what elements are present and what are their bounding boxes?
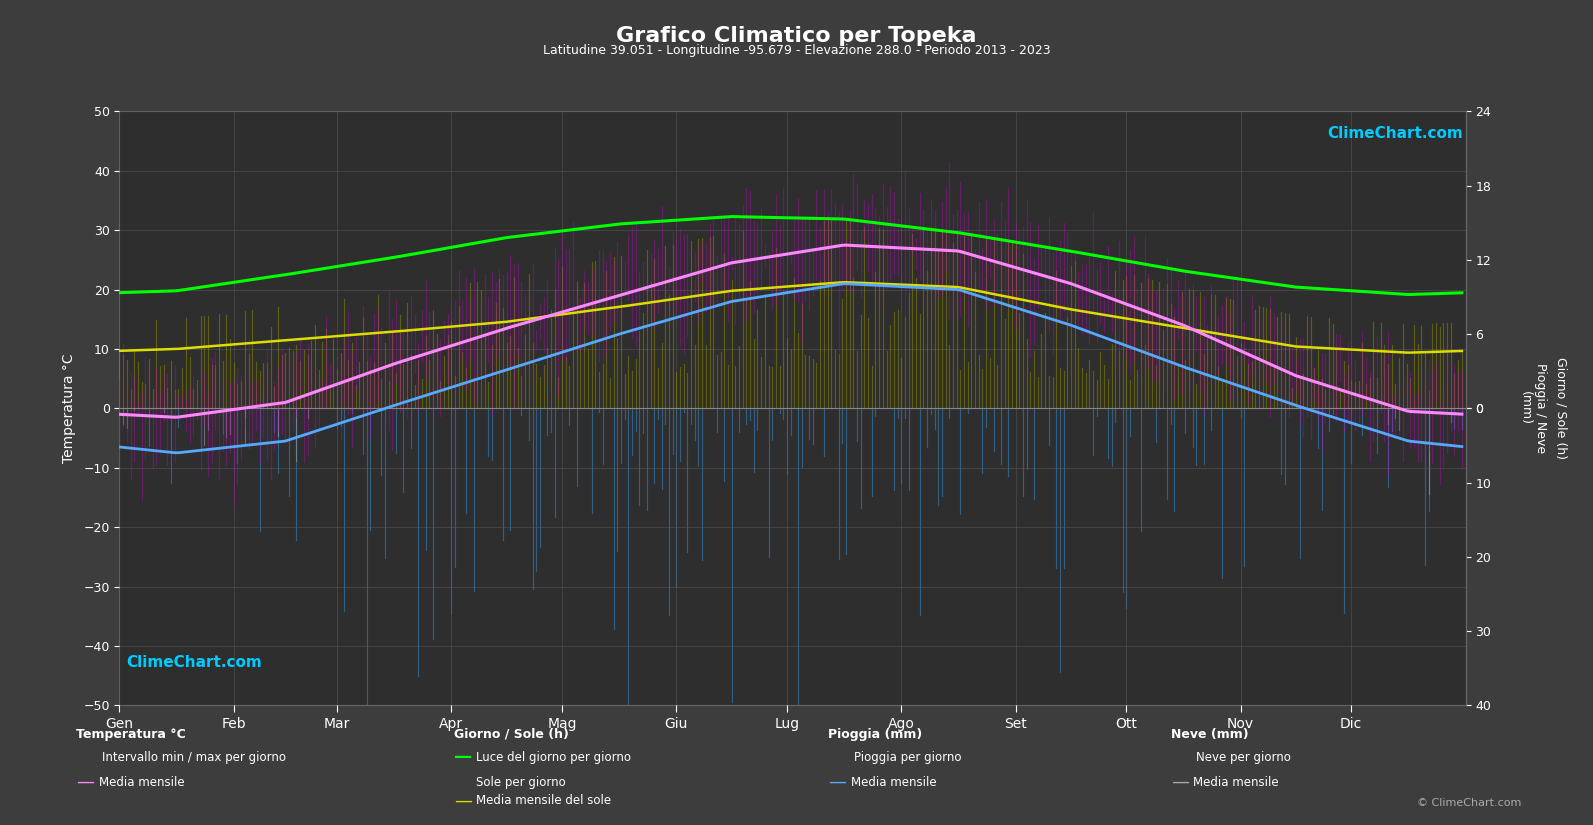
Text: Grafico Climatico per Topeka: Grafico Climatico per Topeka (616, 26, 977, 46)
Text: Pioggia per giorno: Pioggia per giorno (854, 751, 961, 764)
Text: Media mensile del sole: Media mensile del sole (476, 794, 612, 807)
Y-axis label: Temperatura °C: Temperatura °C (62, 354, 76, 463)
Text: Intervallo min / max per giorno: Intervallo min / max per giorno (102, 751, 287, 764)
Text: ClimeChart.com: ClimeChart.com (1327, 126, 1462, 141)
Text: Temperatura °C: Temperatura °C (76, 728, 186, 741)
Text: Latitudine 39.051 - Longitudine -95.679 - Elevazione 288.0 - Periodo 2013 - 2023: Latitudine 39.051 - Longitudine -95.679 … (543, 44, 1050, 57)
Text: Neve (mm): Neve (mm) (1171, 728, 1249, 741)
Y-axis label: Giorno / Sole (h): Giorno / Sole (h) (1555, 357, 1568, 460)
Text: Giorno / Sole (h): Giorno / Sole (h) (454, 728, 569, 741)
Text: —: — (76, 773, 94, 791)
Text: —: — (1171, 773, 1188, 791)
Text: Media mensile: Media mensile (99, 776, 185, 789)
Text: —: — (454, 791, 472, 809)
Text: Luce del giorno per giorno: Luce del giorno per giorno (476, 751, 631, 764)
Text: Pioggia (mm): Pioggia (mm) (828, 728, 922, 741)
Text: Media mensile: Media mensile (851, 776, 937, 789)
Text: ClimeChart.com: ClimeChart.com (126, 655, 261, 670)
Text: —: — (828, 773, 846, 791)
Text: Sole per giorno: Sole per giorno (476, 776, 566, 789)
Text: © ClimeChart.com: © ClimeChart.com (1416, 799, 1521, 808)
Y-axis label: Pioggia / Neve
(mm): Pioggia / Neve (mm) (1518, 363, 1547, 454)
Text: Neve per giorno: Neve per giorno (1196, 751, 1292, 764)
Text: —: — (454, 748, 472, 766)
Text: Media mensile: Media mensile (1193, 776, 1279, 789)
